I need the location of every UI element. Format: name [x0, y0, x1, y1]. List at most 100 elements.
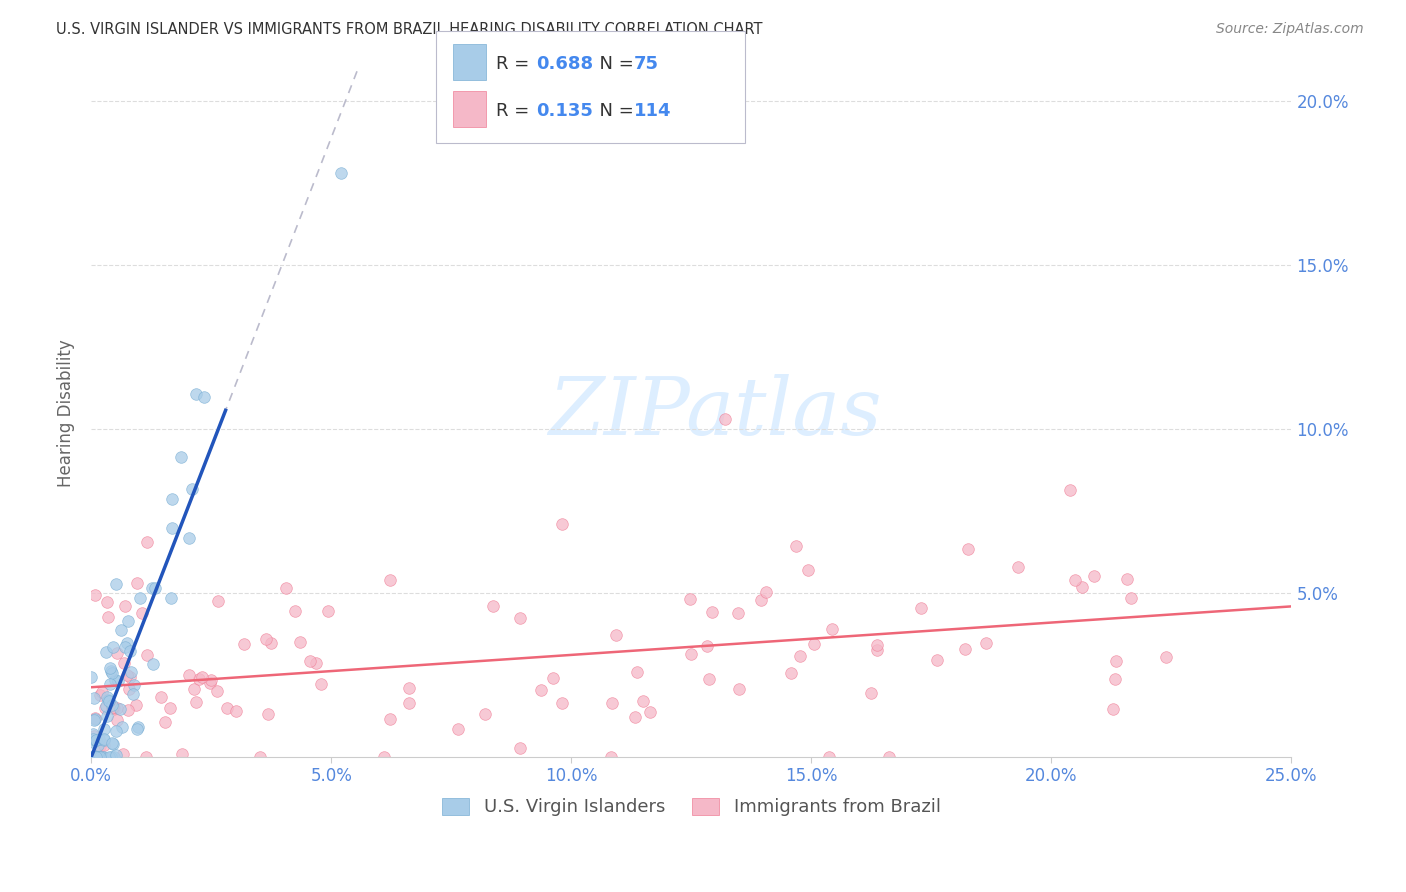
Point — [98, 677, 121, 691]
Point — [159, 700, 181, 714]
Text: 0.135: 0.135 — [536, 102, 592, 120]
Point — [957, 541, 980, 556]
Point — [105, 748, 128, 763]
Point — [1104, 655, 1126, 669]
Point — [170, 450, 193, 465]
Point — [84, 711, 107, 725]
Point — [727, 606, 749, 620]
Point — [697, 673, 720, 687]
Point — [82, 732, 104, 747]
Point — [93, 723, 115, 737]
Text: ZIPatlas: ZIPatlas — [548, 374, 882, 451]
Point — [83, 714, 105, 728]
Point — [82, 727, 104, 741]
Point — [1104, 672, 1126, 686]
Text: 0.688: 0.688 — [536, 55, 593, 73]
Point — [233, 637, 256, 651]
Point — [159, 591, 181, 605]
Text: N =: N = — [588, 55, 640, 73]
Point — [117, 703, 139, 717]
Point — [728, 682, 751, 697]
Point — [135, 750, 157, 764]
Point — [83, 691, 105, 706]
Point — [105, 723, 128, 738]
Point — [103, 700, 125, 714]
Point — [125, 698, 148, 712]
Point — [309, 677, 332, 691]
Point — [249, 750, 271, 764]
Point — [378, 712, 401, 726]
Point — [107, 674, 129, 689]
Point — [509, 611, 531, 625]
Point — [274, 581, 297, 595]
Point — [101, 738, 124, 752]
Point — [207, 594, 229, 608]
Point — [298, 654, 321, 668]
Legend: U.S. Virgin Islanders, Immigrants from Brazil: U.S. Virgin Islanders, Immigrants from B… — [434, 790, 948, 823]
Point — [177, 531, 200, 545]
Point — [1083, 569, 1105, 583]
Point — [122, 678, 145, 692]
Point — [631, 694, 654, 708]
Point — [177, 668, 200, 682]
Point — [127, 576, 149, 591]
Point — [288, 635, 311, 649]
Point — [94, 700, 117, 714]
Point — [141, 582, 163, 596]
Point — [380, 573, 402, 587]
Point — [1007, 560, 1029, 574]
Point — [103, 750, 125, 764]
Point — [785, 539, 807, 553]
Point — [105, 700, 128, 714]
Point — [100, 750, 122, 764]
Point — [89, 750, 111, 764]
Point — [80, 750, 103, 764]
Point — [749, 593, 772, 607]
Point — [83, 729, 105, 743]
Point — [155, 715, 177, 730]
Point — [1071, 581, 1094, 595]
Point — [1059, 483, 1081, 497]
Point — [160, 521, 183, 535]
Point — [953, 641, 976, 656]
Point — [910, 601, 932, 615]
Point — [1101, 702, 1123, 716]
Point — [543, 671, 565, 685]
Point — [191, 670, 214, 684]
Point — [131, 606, 153, 620]
Point — [789, 648, 811, 663]
Point — [120, 670, 142, 684]
Point — [82, 734, 104, 748]
Point — [96, 594, 118, 608]
Point — [780, 665, 803, 680]
Point — [84, 750, 107, 764]
Point — [803, 637, 825, 651]
Text: 114: 114 — [634, 102, 672, 120]
Point — [120, 665, 142, 679]
Point — [118, 643, 141, 657]
Point — [316, 604, 339, 618]
Point — [84, 732, 107, 747]
Point — [925, 653, 948, 667]
Point — [114, 599, 136, 613]
Point — [111, 720, 134, 734]
Point — [200, 673, 222, 687]
Point — [84, 750, 107, 764]
Point — [600, 696, 623, 710]
Point — [217, 700, 239, 714]
Point — [87, 739, 110, 753]
Point — [108, 702, 131, 716]
Point — [256, 707, 278, 722]
Text: U.S. VIRGIN ISLANDER VS IMMIGRANTS FROM BRAZIL HEARING DISABILITY CORRELATION CH: U.S. VIRGIN ISLANDER VS IMMIGRANTS FROM … — [56, 22, 762, 37]
Point — [254, 632, 277, 646]
Point — [114, 640, 136, 655]
Point — [640, 706, 662, 720]
Point — [796, 563, 818, 577]
Point — [84, 712, 107, 726]
Point — [225, 704, 247, 718]
Point — [89, 750, 111, 764]
Point — [115, 667, 138, 681]
Point — [143, 581, 166, 595]
Point — [86, 750, 108, 764]
Point — [93, 732, 115, 747]
